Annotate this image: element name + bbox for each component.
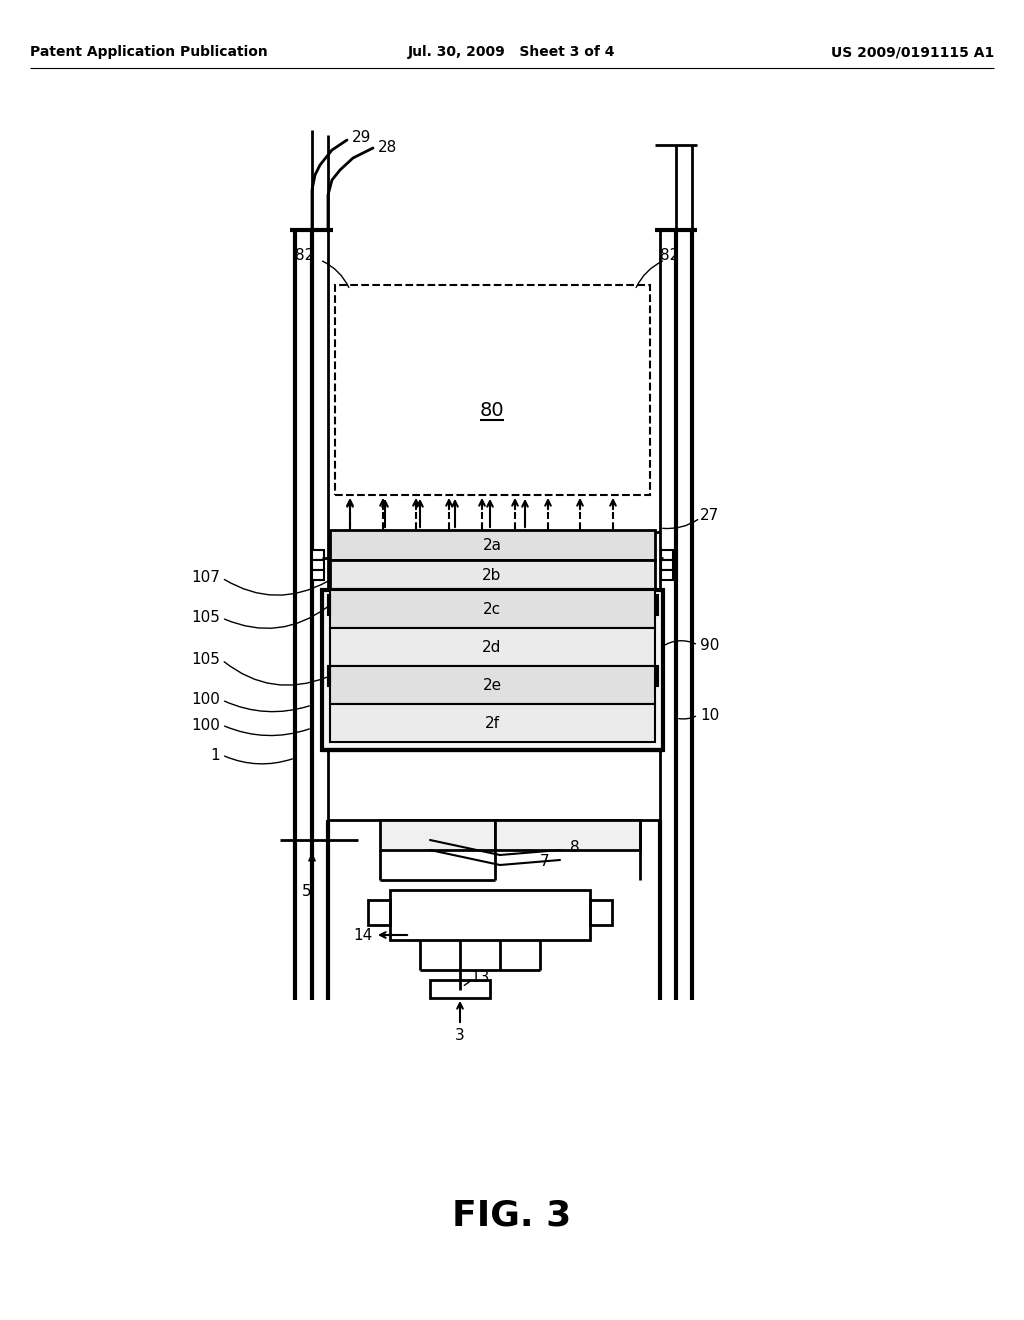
Text: 2f: 2f <box>484 715 500 730</box>
Text: Patent Application Publication: Patent Application Publication <box>30 45 267 59</box>
Text: 5: 5 <box>302 884 312 899</box>
Text: 2c: 2c <box>483 602 501 616</box>
Bar <box>330 531 655 560</box>
Bar <box>662 560 673 570</box>
Bar <box>312 560 324 570</box>
Bar <box>390 890 590 940</box>
Text: 105: 105 <box>191 610 220 626</box>
Text: 100: 100 <box>191 693 220 708</box>
Bar <box>330 628 655 667</box>
Text: 28: 28 <box>378 140 397 156</box>
Text: 2a: 2a <box>482 537 502 553</box>
Bar <box>662 550 673 560</box>
Text: 2b: 2b <box>482 568 502 582</box>
Text: 82: 82 <box>295 248 314 263</box>
Text: 100: 100 <box>191 718 220 733</box>
Bar <box>368 900 390 925</box>
Text: 7: 7 <box>540 854 550 870</box>
Text: 27: 27 <box>700 508 719 524</box>
Text: 29: 29 <box>352 131 372 145</box>
Bar <box>328 595 330 615</box>
Text: 107: 107 <box>191 570 220 586</box>
Bar <box>322 590 663 750</box>
Text: Jul. 30, 2009   Sheet 3 of 4: Jul. 30, 2009 Sheet 3 of 4 <box>409 45 615 59</box>
Bar <box>380 820 495 850</box>
Bar <box>330 560 655 590</box>
Bar <box>312 550 324 560</box>
Text: 90: 90 <box>700 638 720 652</box>
Bar <box>590 900 612 925</box>
Text: 80: 80 <box>479 400 504 420</box>
Text: 13: 13 <box>470 970 489 986</box>
Bar <box>312 570 324 579</box>
Bar <box>662 570 673 579</box>
Bar <box>495 820 640 850</box>
Bar <box>330 667 655 704</box>
Bar <box>330 590 655 628</box>
Bar <box>430 979 490 998</box>
Text: 3: 3 <box>455 1027 465 1043</box>
Text: 14: 14 <box>353 928 373 942</box>
Text: 105: 105 <box>191 652 220 668</box>
Text: FIG. 3: FIG. 3 <box>453 1199 571 1232</box>
Text: 8: 8 <box>570 841 580 855</box>
Text: 2d: 2d <box>482 639 502 655</box>
Text: 10: 10 <box>700 708 719 722</box>
Text: 2e: 2e <box>482 677 502 693</box>
Bar <box>335 285 650 495</box>
Bar <box>328 667 330 686</box>
Text: 82: 82 <box>660 248 680 263</box>
Text: US 2009/0191115 A1: US 2009/0191115 A1 <box>830 45 994 59</box>
Text: 1: 1 <box>210 747 220 763</box>
Bar <box>330 704 655 742</box>
